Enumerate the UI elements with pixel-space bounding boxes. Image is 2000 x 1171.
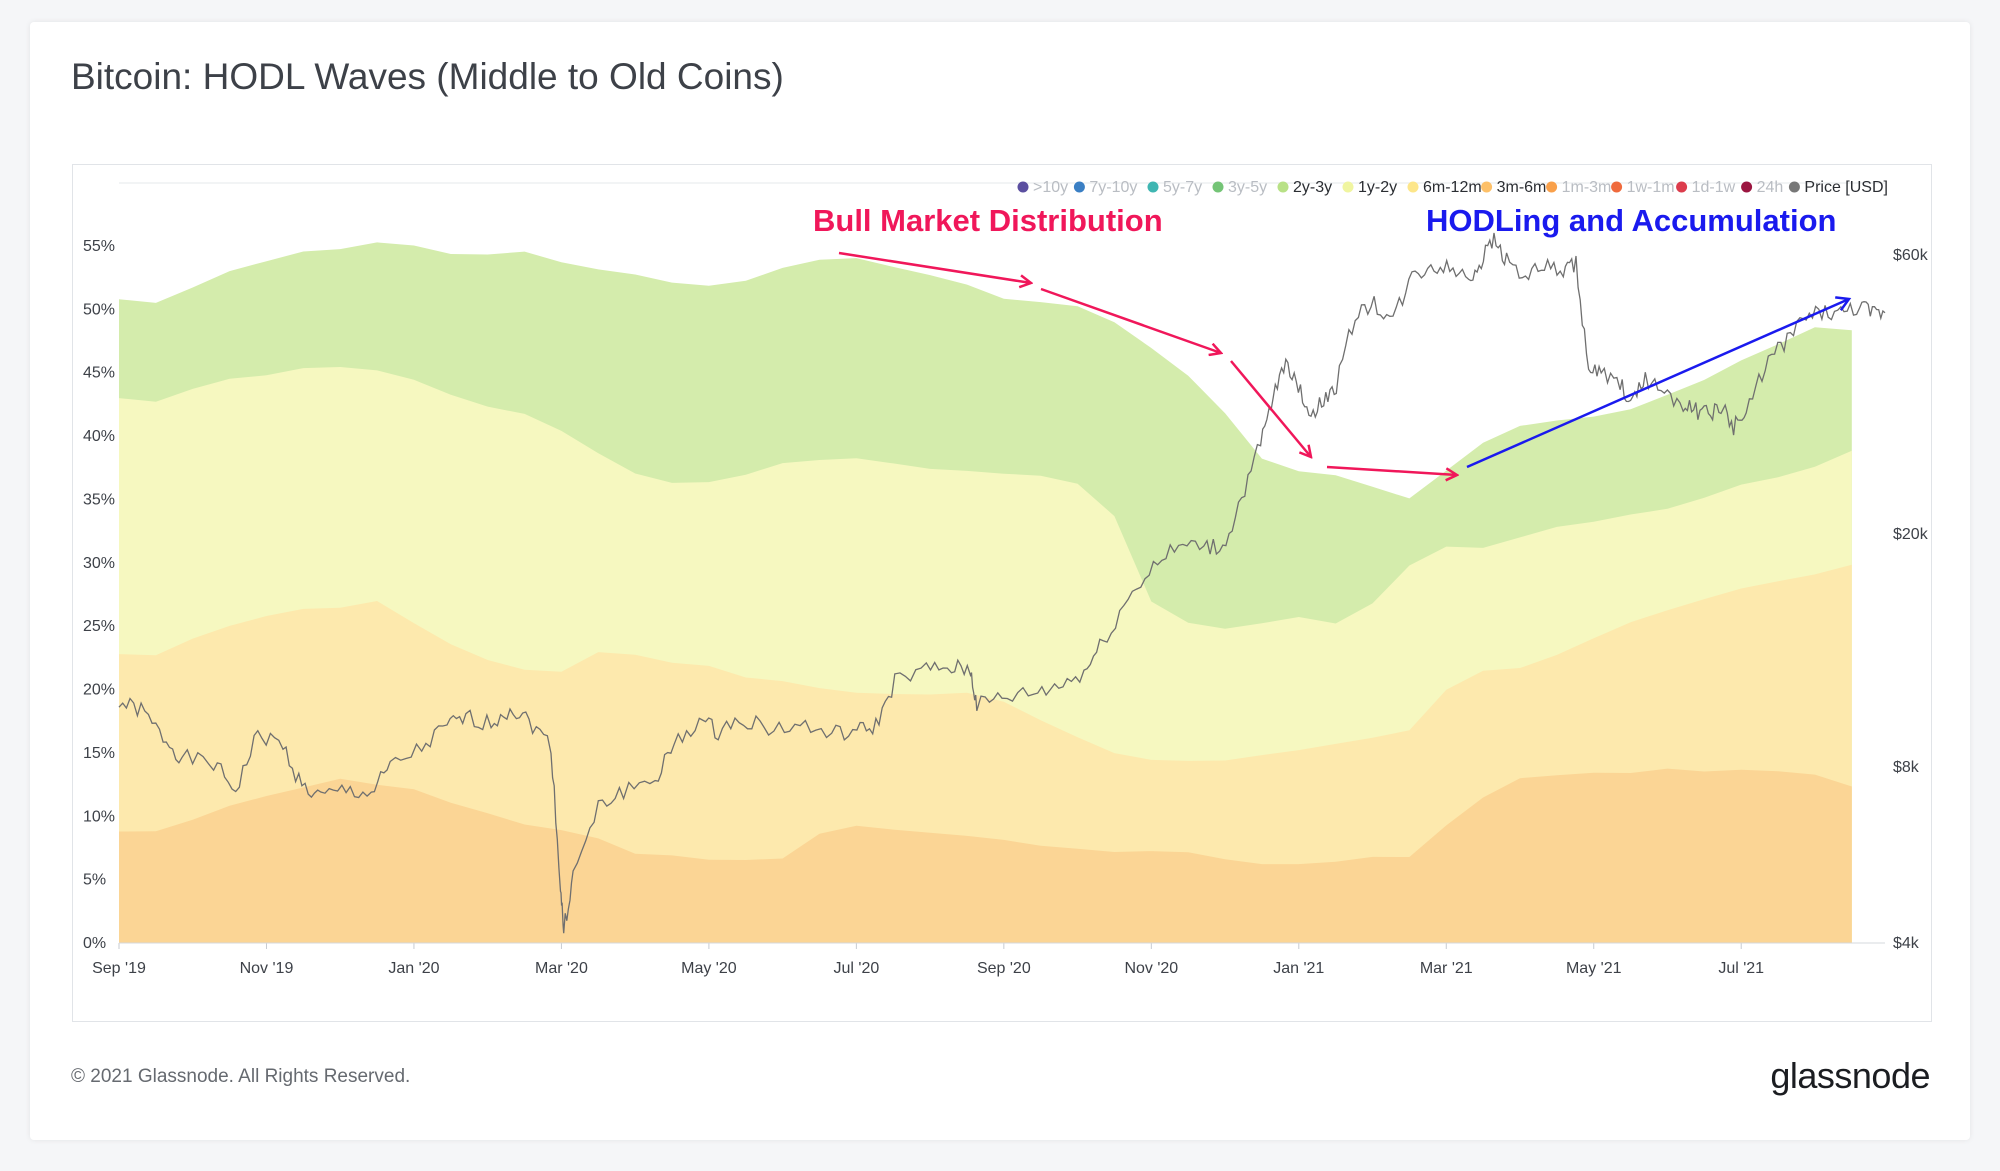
x-tick-label: Jul '20 (833, 960, 879, 977)
y-left-tick: 10% (83, 808, 115, 825)
accumulation-arrow (1466, 299, 1849, 469)
x-tick-label: Sep '20 (977, 960, 1031, 977)
legend-label-6m-12m: 6m-12m (1423, 179, 1482, 196)
legend-marker-3y-5y (1212, 181, 1224, 193)
chart-frame: glassnode0%5%10%15%20%25%30%35%40%45%50%… (72, 164, 1932, 1022)
x-tick-label: Mar '21 (1420, 960, 1473, 977)
footer-copyright: © 2021 Glassnode. All Rights Reserved. (71, 1066, 411, 1087)
distribution-arrow-3 (1230, 360, 1311, 457)
legend-label-5y-7y: 5y-7y (1163, 179, 1202, 196)
legend-label-1w-1m: 1w-1m (1627, 179, 1675, 196)
legend-marker-24h (1741, 181, 1753, 193)
x-tick-label: Jan '21 (1273, 960, 1324, 977)
y-right-tick: $4k (1893, 935, 1920, 952)
y-left-tick: 25% (83, 618, 115, 635)
legend-label-1d-1w: 1d-1w (1692, 179, 1736, 196)
legend-label-24h: 24h (1757, 179, 1784, 196)
y-left-tick: 40% (83, 428, 115, 445)
annotation-hodling: HODLing and Accumulation (1426, 203, 1836, 238)
legend-marker-7y-10y (1073, 181, 1085, 193)
legend-label->10y: >10y (1033, 179, 1068, 196)
y-left-tick: 35% (83, 491, 115, 508)
footer-logo: glassnode (1770, 1055, 1930, 1096)
y-left-tick: 15% (83, 745, 115, 762)
y-right-tick: $60k (1893, 247, 1929, 264)
distribution-arrow-2 (1040, 287, 1221, 353)
y-left-tick: 45% (83, 365, 115, 382)
legend-marker-1m-3m (1546, 181, 1558, 193)
y-left-tick: 55% (83, 238, 115, 255)
price-line (118, 232, 1886, 934)
x-tick-label: Mar '20 (535, 960, 588, 977)
distribution-arrow-1 (838, 251, 1031, 283)
legend-label-7y-10y: 7y-10y (1089, 179, 1137, 196)
legend-label-3m-6m: 3m-6m (1497, 179, 1547, 196)
legend-label-2y-3y: 2y-3y (1293, 179, 1332, 196)
legend-marker-1d-1w (1676, 181, 1688, 193)
x-tick-label: Nov '19 (240, 960, 294, 977)
y-left-tick: 30% (83, 555, 115, 572)
y-left-tick: 0% (83, 935, 106, 952)
hodl-waves-chart: glassnode0%5%10%15%20%25%30%35%40%45%50%… (83, 179, 1929, 977)
x-tick-label: May '20 (681, 960, 737, 977)
annotation-bull-market: Bull Market Distribution (813, 203, 1163, 238)
legend-marker-3m-6m (1481, 181, 1493, 193)
legend-label-3y-5y: 3y-5y (1228, 179, 1267, 196)
legend-label-1y-2y: 1y-2y (1358, 179, 1397, 196)
legend-marker-Price [USD] (1788, 181, 1800, 193)
legend-marker-5y-7y (1147, 181, 1159, 193)
legend-marker->10y (1017, 181, 1029, 193)
chart-card: Bitcoin: HODL Waves (Middle to Old Coins… (30, 22, 1970, 1140)
x-tick-label: May '21 (1566, 960, 1622, 977)
y-left-tick: 50% (83, 301, 115, 318)
x-tick-label: Jan '20 (388, 960, 439, 977)
legend-label-1m-3m: 1m-3m (1562, 179, 1612, 196)
x-tick-label: Sep '19 (92, 960, 146, 977)
legend-marker-1y-2y (1342, 181, 1354, 193)
y-left-tick: 20% (83, 682, 115, 699)
x-tick-label: Nov '20 (1124, 960, 1178, 977)
y-right-tick: $20k (1893, 526, 1929, 543)
legend-marker-6m-12m (1407, 181, 1419, 193)
y-right-tick: $8k (1893, 759, 1920, 776)
x-tick-label: Jul '21 (1718, 960, 1764, 977)
legend-label-Price [USD]: Price [USD] (1804, 179, 1888, 196)
page-title: Bitcoin: HODL Waves (Middle to Old Coins… (71, 56, 784, 97)
legend-marker-2y-3y (1277, 181, 1289, 193)
y-left-tick: 5% (83, 872, 106, 889)
area-3m-6m (119, 768, 1852, 943)
legend-marker-1w-1m (1611, 181, 1623, 193)
distribution-arrow-4 (1326, 465, 1457, 475)
